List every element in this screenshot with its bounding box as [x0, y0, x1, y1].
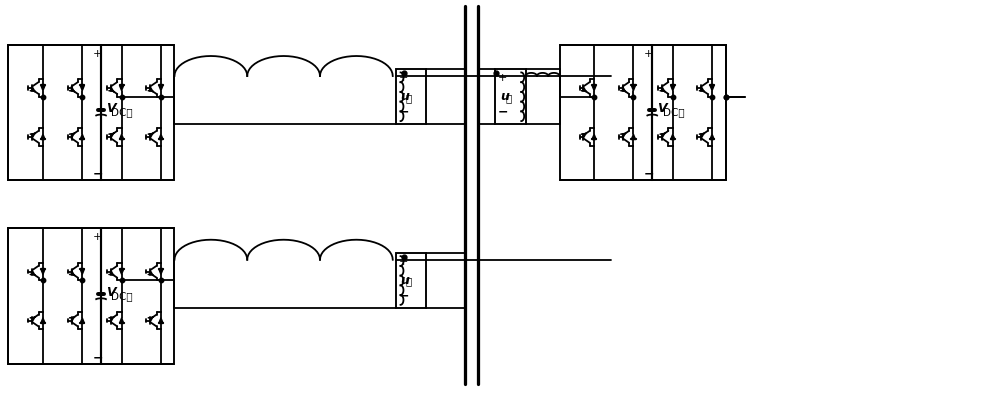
- Bar: [396, 253, 426, 308]
- Text: 丙: 丙: [505, 93, 512, 103]
- Polygon shape: [159, 318, 163, 323]
- Polygon shape: [671, 134, 675, 140]
- Text: −: −: [399, 290, 409, 303]
- Polygon shape: [41, 134, 45, 140]
- Polygon shape: [710, 86, 714, 91]
- Text: 甲: 甲: [405, 93, 411, 103]
- Text: u: u: [500, 90, 509, 103]
- Bar: [495, 70, 526, 124]
- Text: −: −: [498, 106, 509, 119]
- Text: V: V: [106, 286, 116, 299]
- Polygon shape: [631, 134, 636, 140]
- Polygon shape: [120, 134, 124, 140]
- Text: 乙: 乙: [405, 276, 411, 286]
- Polygon shape: [592, 86, 596, 91]
- Polygon shape: [159, 134, 163, 140]
- Text: DC甲: DC甲: [111, 108, 133, 118]
- Text: +: +: [93, 232, 102, 242]
- Text: −: −: [399, 106, 409, 119]
- Polygon shape: [41, 318, 45, 323]
- Text: u: u: [400, 274, 409, 287]
- Polygon shape: [80, 86, 84, 91]
- Bar: [396, 70, 426, 124]
- Bar: [560, 45, 726, 180]
- Polygon shape: [159, 269, 163, 274]
- Text: DC丙: DC丙: [663, 108, 684, 118]
- Polygon shape: [80, 134, 84, 140]
- Polygon shape: [159, 86, 163, 91]
- Text: V: V: [657, 102, 667, 115]
- Polygon shape: [80, 318, 84, 323]
- Text: −: −: [643, 168, 654, 181]
- Polygon shape: [671, 86, 675, 91]
- Text: +: +: [93, 49, 102, 59]
- Bar: [8, 45, 174, 180]
- Polygon shape: [80, 269, 84, 274]
- Text: +: +: [498, 74, 507, 84]
- Text: V: V: [106, 102, 116, 115]
- Polygon shape: [710, 134, 714, 140]
- Text: −: −: [92, 351, 103, 364]
- Polygon shape: [120, 318, 124, 323]
- Polygon shape: [41, 269, 45, 274]
- Polygon shape: [592, 134, 596, 140]
- Text: DC乙: DC乙: [111, 291, 133, 301]
- Text: u: u: [400, 90, 409, 103]
- Polygon shape: [120, 86, 124, 91]
- Polygon shape: [120, 269, 124, 274]
- Bar: [8, 228, 174, 364]
- Text: +: +: [399, 74, 408, 84]
- Text: −: −: [92, 168, 103, 181]
- Text: +: +: [399, 257, 408, 267]
- Polygon shape: [41, 86, 45, 91]
- Polygon shape: [631, 86, 636, 91]
- Text: +: +: [644, 49, 653, 59]
